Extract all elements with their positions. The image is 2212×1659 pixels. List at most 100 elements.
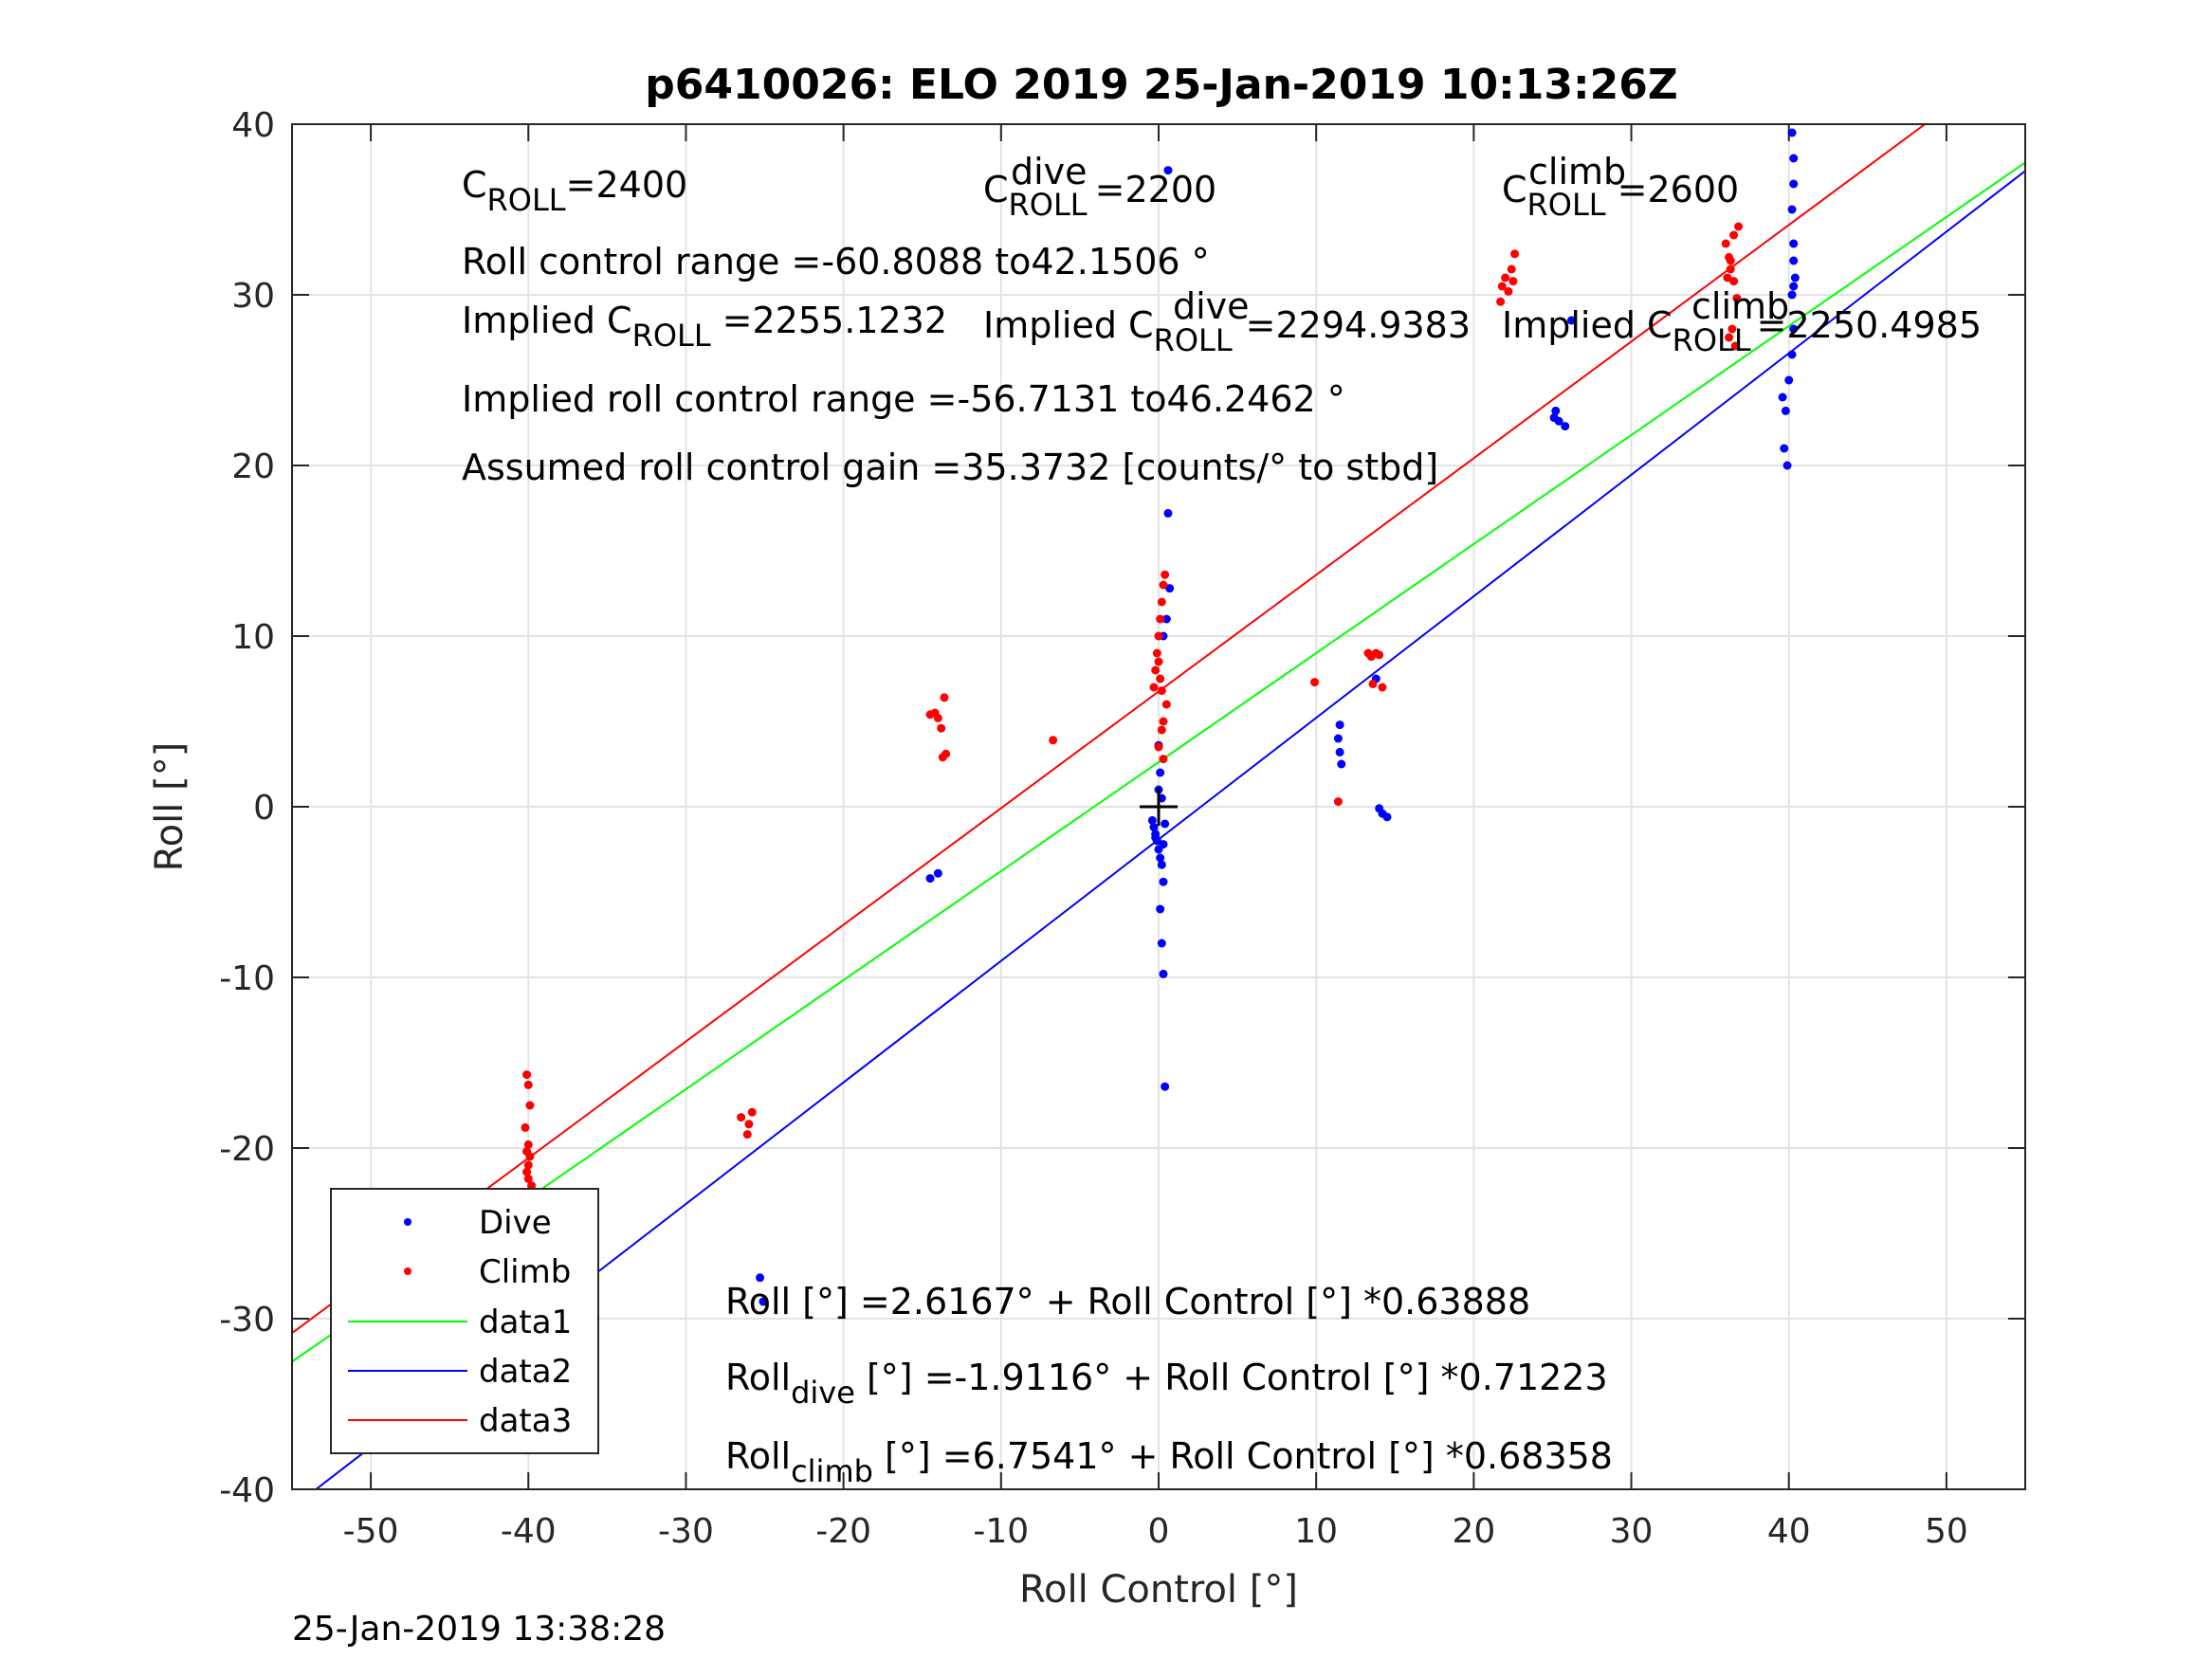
- point-climb: [523, 1160, 533, 1170]
- point-dive: [1156, 768, 1165, 777]
- data-points: [521, 128, 1800, 1340]
- point-dive: [1782, 461, 1792, 470]
- legend-label-dive: Dive: [479, 1204, 552, 1242]
- point-dive: [1156, 853, 1165, 863]
- point-climb: [1510, 249, 1520, 259]
- point-climb: [525, 1152, 535, 1161]
- point-climb: [1310, 678, 1320, 687]
- chart-title: p6410026: ELO 2019 25-Jan-2019 10:13:26Z: [645, 61, 1677, 109]
- point-climb: [938, 753, 947, 762]
- point-climb: [1333, 797, 1343, 807]
- annotation-implied-croll-climb-sup: climb: [1691, 285, 1789, 327]
- annotation-roll-control-range: Roll control range =-60.8088 to42.1506 °: [462, 241, 1210, 283]
- point-dive: [1784, 375, 1794, 385]
- point-climb: [930, 708, 940, 718]
- annotations: CROLL=2400 CROLL =2200 dive CROLL =2600 cl…: [462, 151, 1982, 1489]
- point-dive: [1161, 1082, 1170, 1091]
- point-dive: [1787, 290, 1797, 300]
- point-climb: [1730, 341, 1740, 351]
- point-dive: [1161, 819, 1170, 829]
- point-climb: [1723, 273, 1732, 283]
- point-dive: [1566, 316, 1576, 325]
- annotation-implied-croll-dive-sup: dive: [1173, 285, 1250, 327]
- point-climb: [1154, 631, 1163, 641]
- annotation-implied-croll-dive: Implied CROLL =2294.9383: [983, 304, 1471, 358]
- y-tick-label: -20: [219, 1130, 275, 1169]
- point-climb: [1156, 614, 1165, 624]
- point-dive: [1789, 282, 1799, 291]
- point-dive: [1159, 877, 1168, 886]
- point-dive: [1161, 614, 1171, 624]
- point-climb: [1154, 657, 1163, 666]
- point-climb: [1507, 264, 1516, 274]
- fit-line-data1: [292, 161, 2025, 1363]
- x-tick-label: 30: [1610, 1512, 1654, 1551]
- point-climb: [744, 1120, 754, 1129]
- annotation-implied-range: Implied roll control range =-56.7131 to4…: [462, 378, 1345, 420]
- legend-label-data2: data2: [479, 1353, 572, 1391]
- point-climb: [1721, 239, 1730, 248]
- point-climb: [937, 723, 946, 733]
- annotation-croll-climb-sup: climb: [1528, 151, 1626, 192]
- point-climb: [737, 1113, 746, 1122]
- annotation-croll: CROLL=2400: [462, 164, 687, 218]
- annotation-fit-all: Roll [°] =2.6167° + Roll Control [°] *0.…: [725, 1281, 1530, 1322]
- y-tick-label: -30: [219, 1301, 275, 1340]
- point-climb: [1726, 264, 1735, 274]
- point-dive: [1778, 392, 1787, 402]
- origin-marker: [1140, 788, 1178, 826]
- point-dive: [1165, 584, 1175, 593]
- point-dive: [1787, 350, 1797, 359]
- series-climb: [521, 222, 1744, 1197]
- point-climb: [1729, 277, 1739, 286]
- annotation-fit-dive: Rolldive [°] =-1.9116° + Roll Control [°…: [725, 1357, 1608, 1411]
- point-dive: [1151, 832, 1161, 842]
- x-tick-label: -40: [501, 1512, 557, 1551]
- legend-swatch-climb: [404, 1267, 411, 1275]
- point-climb: [1161, 700, 1171, 709]
- y-tick-label: 10: [231, 618, 275, 657]
- point-climb: [1159, 580, 1168, 590]
- plot-frame: [291, 123, 2026, 1490]
- point-climb: [1378, 683, 1387, 692]
- y-tick-label: -40: [219, 1471, 275, 1510]
- y-tick-label: 40: [231, 106, 275, 145]
- point-dive: [1382, 812, 1392, 822]
- point-climb: [1732, 294, 1742, 303]
- point-dive: [1163, 166, 1173, 175]
- legend: Dive Climb data1 data2 data3: [330, 1188, 599, 1454]
- x-tick-label: -10: [973, 1512, 1029, 1551]
- point-climb: [1157, 597, 1166, 607]
- point-dive: [1157, 939, 1166, 948]
- point-dive: [1787, 205, 1797, 214]
- point-dive: [1789, 154, 1799, 163]
- point-climb: [1734, 222, 1744, 231]
- point-dive: [925, 874, 935, 884]
- point-climb: [1156, 674, 1165, 684]
- point-climb: [1368, 679, 1378, 688]
- y-tick-label: 30: [231, 277, 275, 316]
- annotation-implied-croll-climb: Implied CROLL =2250.4985: [1502, 304, 1982, 358]
- point-climb: [523, 1174, 533, 1183]
- y-axis-label: Roll [°]: [148, 742, 192, 872]
- point-dive: [1159, 840, 1168, 849]
- point-climb: [742, 1130, 752, 1139]
- point-dive: [1789, 179, 1799, 189]
- point-dive: [759, 1297, 768, 1306]
- point-climb: [525, 1101, 535, 1110]
- footer-timestamp: 25-Jan-2019 13:38:28: [292, 1610, 666, 1649]
- point-climb: [523, 1139, 533, 1149]
- point-climb: [1151, 665, 1161, 675]
- point-climb: [1496, 297, 1506, 306]
- point-dive: [1789, 324, 1799, 334]
- point-dive: [1551, 406, 1561, 415]
- point-dive: [1159, 969, 1168, 978]
- legend-label-data1: data1: [479, 1304, 572, 1341]
- point-climb: [1508, 277, 1518, 286]
- point-climb: [1154, 742, 1163, 752]
- point-dive: [1790, 273, 1800, 283]
- point-climb: [1149, 683, 1159, 692]
- point-climb: [527, 1181, 537, 1191]
- x-axis-label: Roll Control [°]: [1019, 1568, 1298, 1612]
